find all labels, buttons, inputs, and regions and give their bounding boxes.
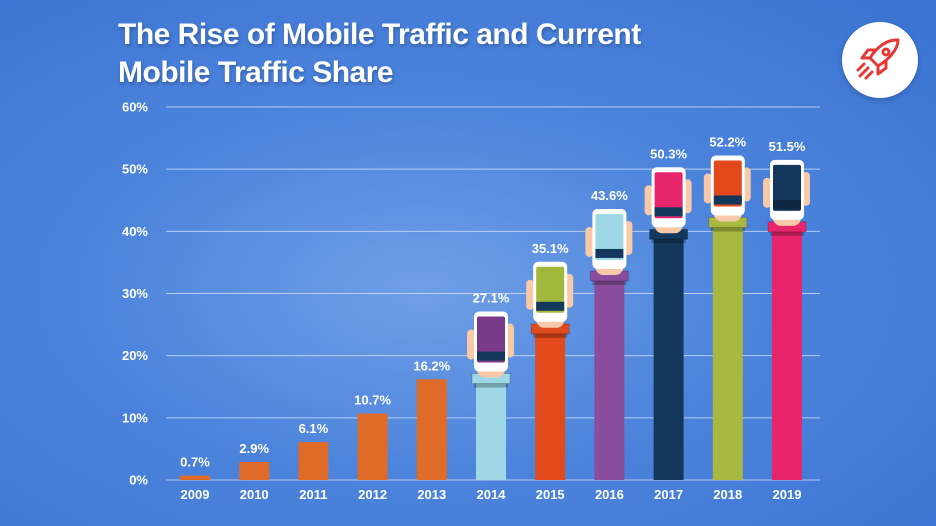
bar bbox=[416, 379, 447, 480]
data-label: 52.2% bbox=[709, 134, 746, 149]
sleeve-stripe bbox=[651, 239, 686, 244]
sleeve-stripe bbox=[474, 383, 508, 388]
phone-screen bbox=[773, 164, 801, 211]
bar bbox=[476, 377, 506, 480]
phone-screen-band bbox=[477, 351, 505, 361]
phone-screen bbox=[477, 316, 505, 363]
bar bbox=[772, 225, 802, 480]
bar-with-phone bbox=[467, 311, 514, 480]
bar bbox=[653, 233, 684, 480]
bar bbox=[594, 274, 625, 480]
y-tick-label: 0% bbox=[129, 473, 148, 488]
phone-screen-band bbox=[654, 207, 683, 217]
fingers bbox=[703, 173, 712, 204]
x-tick-label: 2019 bbox=[773, 487, 802, 502]
sleeve-stripe bbox=[710, 227, 745, 232]
bar bbox=[298, 442, 329, 480]
rocket-icon bbox=[856, 38, 900, 80]
y-tick-label: 10% bbox=[122, 410, 148, 425]
fingers bbox=[526, 279, 535, 310]
data-label: 35.1% bbox=[532, 241, 569, 256]
x-tick-label: 2015 bbox=[536, 487, 565, 502]
data-label: 0.7% bbox=[180, 455, 210, 470]
rocket-logo bbox=[842, 22, 918, 98]
phone-screen bbox=[536, 266, 565, 313]
phone-screen-band bbox=[713, 195, 742, 205]
x-tick-label: 2018 bbox=[713, 487, 742, 502]
phone-screen bbox=[654, 172, 683, 219]
x-tick-label: 2017 bbox=[654, 487, 683, 502]
bar bbox=[712, 221, 743, 481]
data-label: 2.9% bbox=[239, 441, 269, 456]
phone-screen bbox=[595, 213, 624, 260]
x-tick-label: 2016 bbox=[595, 487, 624, 502]
y-tick-label: 60% bbox=[122, 100, 148, 115]
y-tick-label: 20% bbox=[122, 348, 148, 363]
x-axis-ticks: 2009 2010 2011 2012 2013 2014 2015 2016 2017 2018… bbox=[181, 487, 802, 502]
bar bbox=[357, 413, 388, 480]
chart-title-line2: Mobile Traffic Share bbox=[118, 56, 394, 89]
y-tick-label: 40% bbox=[122, 224, 148, 239]
bar-with-phone bbox=[763, 159, 810, 480]
data-label: 10.7% bbox=[354, 392, 391, 407]
phone-screen bbox=[713, 160, 742, 207]
data-label: 16.2% bbox=[413, 358, 450, 373]
fingers bbox=[585, 226, 594, 257]
y-tick-label: 50% bbox=[122, 162, 148, 177]
data-label: 51.5% bbox=[769, 139, 806, 154]
x-tick-label: 2010 bbox=[240, 487, 269, 502]
x-tick-label: 2009 bbox=[181, 487, 210, 502]
bar bbox=[535, 327, 566, 480]
sleeve-stripe bbox=[770, 231, 804, 236]
data-labels: 0.7% 2.9% 6.1% 10.7% 16.2% 27.1% 35.1% 43.6% 50.… bbox=[180, 134, 806, 469]
chart-title-line1: The Rise of Mobile Traffic and Current bbox=[118, 18, 641, 51]
data-label: 6.1% bbox=[299, 421, 329, 436]
fingers bbox=[763, 177, 771, 208]
y-tick-label: 30% bbox=[122, 286, 148, 301]
phone-screen-band bbox=[773, 199, 801, 209]
bars bbox=[180, 155, 810, 481]
data-label: 43.6% bbox=[591, 188, 628, 203]
fingers bbox=[644, 185, 653, 216]
bar-with-phone bbox=[644, 167, 692, 480]
x-tick-label: 2011 bbox=[299, 487, 327, 502]
fingers bbox=[467, 329, 475, 360]
x-tick-label: 2012 bbox=[358, 487, 387, 502]
y-axis-ticks: 0% 10% 20% 30% 40% 50% 60% bbox=[122, 100, 148, 488]
bar-with-phone bbox=[703, 155, 751, 481]
bar-with-phone bbox=[526, 261, 574, 480]
sleeve-stripe bbox=[592, 280, 627, 285]
data-label: 27.1% bbox=[473, 291, 510, 306]
sleeve-stripe bbox=[533, 333, 568, 338]
phone-screen-band bbox=[595, 248, 624, 258]
grid-lines bbox=[166, 106, 820, 481]
bar bbox=[180, 475, 210, 480]
chart-title: The Rise of Mobile Traffic and Current M… bbox=[118, 16, 641, 92]
bar bbox=[239, 461, 270, 480]
x-tick-label: 2014 bbox=[477, 487, 507, 502]
x-tick-label: 2013 bbox=[417, 487, 446, 502]
data-label: 50.3% bbox=[650, 146, 687, 161]
bar-with-phone bbox=[585, 208, 633, 480]
phone-screen-band bbox=[536, 301, 565, 311]
